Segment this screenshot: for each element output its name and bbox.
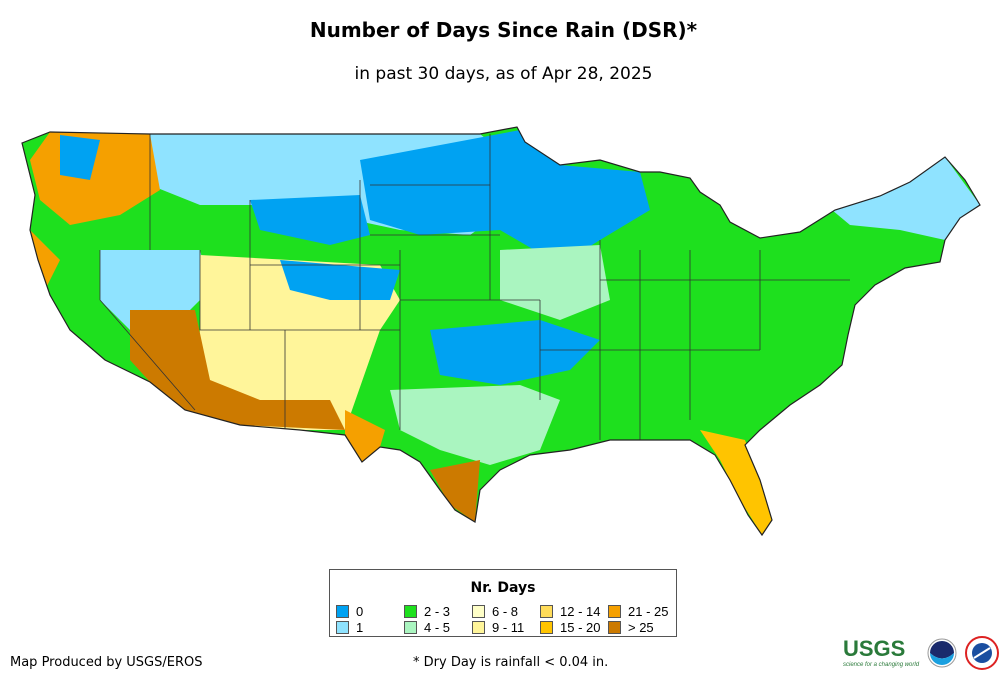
legend-label: 2 - 3 [424, 603, 451, 619]
legend-item: 1 [336, 619, 404, 635]
region-21-25-west-texas [345, 410, 385, 462]
region-4-5-plains [500, 245, 610, 320]
legend-item: > 25 [608, 619, 676, 635]
legend-item: 2 - 3 [404, 603, 472, 619]
map-title: Number of Days Since Rain (DSR)* [309, 18, 698, 42]
legend-label: 12 - 14 [560, 603, 601, 619]
legend-swatch [404, 604, 417, 618]
legend-title: Nr. Days [470, 580, 536, 596]
legend-item: 9 - 11 [472, 619, 540, 635]
legend-label: > 25 [628, 619, 654, 635]
dry-day-note: * Dry Day is rainfall < 0.04 in. [413, 655, 609, 670]
legend-item: 15 - 20 [540, 619, 608, 635]
region-0-oklahoma [430, 320, 600, 385]
legend-swatch [336, 620, 349, 634]
legend-label: 0 [356, 603, 364, 619]
legend-swatch [608, 620, 621, 634]
region-1-new-england [820, 157, 980, 240]
region-4-5-texas [390, 385, 560, 465]
region-over-25-arizona [130, 310, 345, 430]
legend-swatch [540, 620, 553, 634]
legend-item: 12 - 14 [540, 603, 608, 619]
noaa-logo-icon [927, 638, 957, 668]
region-0-wyoming [250, 195, 370, 245]
legend-label: 21 - 25 [628, 603, 669, 619]
region-0-colorado [280, 260, 400, 300]
us-dsr-map [21, 126, 981, 536]
legend-item: 6 - 8 [472, 603, 540, 619]
legend-swatch [336, 604, 349, 618]
region-0-washington [60, 135, 100, 180]
legend-label: 6 - 8 [492, 603, 519, 619]
legend-label: 4 - 5 [424, 619, 451, 635]
map-subtitle: in past 30 days, as of Apr 28, 2025 [354, 64, 653, 84]
region-21-25-california-coast [30, 230, 60, 290]
usgs-tagline: science for a changing world [843, 662, 920, 668]
dsr-regions [22, 127, 980, 535]
legend-swatch [472, 604, 485, 618]
legend-item: 21 - 25 [608, 603, 676, 619]
state-borders [99, 134, 850, 440]
legend-label: 15 - 20 [560, 619, 601, 635]
region-0-upper-midwest [360, 130, 650, 265]
legend-swatch [608, 604, 621, 618]
legend-swatch [540, 604, 553, 618]
usgs-logo: USGS science for a changing world [843, 637, 919, 669]
legend-swatch [404, 620, 417, 634]
legend-label: 9 - 11 [492, 619, 525, 635]
legend-label: 1 [356, 619, 364, 635]
region-15-20-florida [700, 430, 772, 535]
credit-text: Map Produced by USGS/EROS [10, 655, 203, 670]
usgs-logo-text: USGS [843, 636, 906, 661]
region-over-25-south-texas [430, 460, 480, 522]
legend-swatch [472, 620, 485, 634]
legend-item: 4 - 5 [404, 619, 472, 635]
agency-logos: USGS science for a changing world [843, 636, 1000, 670]
legend-item: 0 [336, 603, 404, 619]
nws-logo-icon [965, 636, 1000, 670]
